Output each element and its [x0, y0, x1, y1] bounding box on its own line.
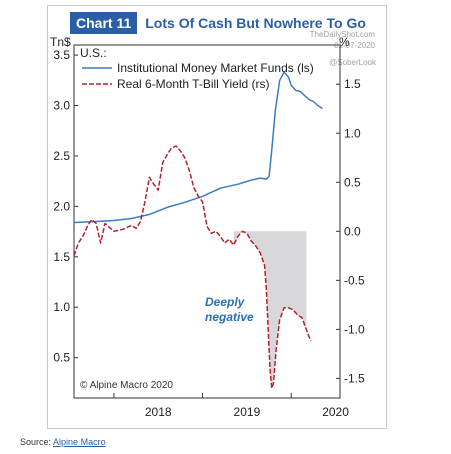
region-label: U.S.: — [80, 46, 107, 60]
right-axis-tick-label: 1.0 — [344, 126, 361, 140]
source-link[interactable]: Alpine Macro — [53, 437, 106, 447]
annotation-line-2: negative — [205, 310, 254, 324]
watermark-date: 01-07-2020 — [334, 41, 375, 50]
left-axis-tick-label: 0.5 — [53, 351, 70, 365]
left-axis-tick-label: 1.0 — [53, 300, 70, 314]
copyright-note: © Alpine Macro 2020 — [80, 380, 173, 391]
left-axis-tick-label: 3.0 — [53, 99, 70, 113]
chart-frame — [47, 5, 387, 429]
right-axis-unit: % — [339, 35, 350, 49]
right-axis-tick-label: -1.5 — [344, 371, 365, 385]
legend-label-tbill-yield: Real 6-Month T-Bill Yield (rs) — [117, 77, 270, 91]
left-axis-tick-label: 2.0 — [53, 199, 70, 213]
x-axis-tick-label: 2018 — [145, 405, 172, 419]
source-label: Source: — [20, 437, 52, 447]
watermark-handle: @SoberLook — [329, 58, 376, 67]
right-axis-tick-label: -1.0 — [344, 322, 365, 336]
left-axis-tick-label: 2.5 — [53, 149, 70, 163]
source-line: Source: Alpine Macro — [20, 437, 106, 447]
right-axis-tick-label: 0.0 — [344, 224, 361, 238]
chart-title: Lots Of Cash But Nowhere To Go — [145, 15, 366, 31]
annotation-line-1: Deeply — [205, 295, 246, 309]
right-axis-tick-label: -0.5 — [344, 273, 365, 287]
x-axis-tick-label: 2019 — [234, 405, 261, 419]
watermark-site: TheDailyShot.com — [309, 30, 375, 39]
x-axis-tick-label: 2020 — [322, 405, 349, 419]
left-axis-unit: Tn$ — [50, 35, 71, 49]
plot-area-border — [73, 44, 341, 399]
series-line-money-market-funds — [73, 71, 323, 224]
legend-label-money-market-funds: Institutional Money Market Funds (ls) — [117, 61, 314, 75]
left-axis-tick-label: 3.5 — [53, 48, 70, 62]
left-axis-tick-label: 1.5 — [53, 250, 70, 264]
right-axis-tick-label: 1.5 — [344, 77, 361, 91]
right-axis-tick-label: 0.5 — [344, 175, 361, 189]
shaded-negative-region — [233, 231, 307, 389]
chart-number-badge: Chart 11 — [70, 12, 138, 34]
chart-header: Chart 11 Lots Of Cash But Nowhere To Go — [70, 12, 366, 34]
series-line-tbill-yield — [73, 145, 312, 389]
